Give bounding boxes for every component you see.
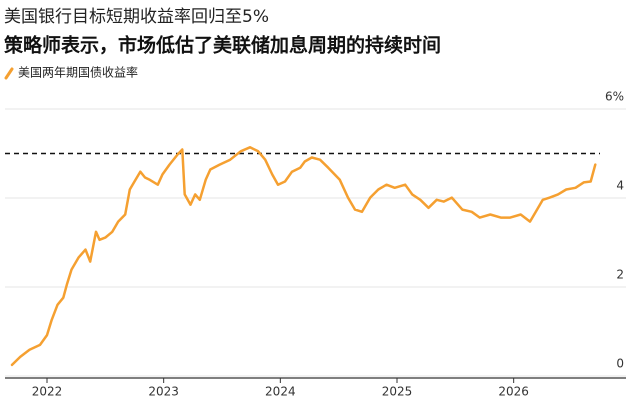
- x-tick-label: 2024: [265, 385, 296, 399]
- x-tick-label: 2026: [498, 385, 529, 399]
- chart-subtitle: 策略师表示，市场低估了美联储加息周期的持续时间: [4, 34, 441, 57]
- legend-label: 美国两年期国债收益率: [18, 65, 138, 80]
- y-tick-label: 2: [616, 268, 624, 282]
- x-tick-label: 2025: [382, 385, 413, 399]
- line-series: [10, 146, 597, 367]
- x-tick-label: 2022: [32, 385, 63, 399]
- x-tick-label: 2023: [148, 385, 179, 399]
- y-tick-label: 6%: [605, 90, 624, 104]
- chart-title: 美国银行目标短期收益率回归至5%: [4, 7, 269, 27]
- y-tick-label: 0: [616, 357, 624, 371]
- legend-swatch: [4, 67, 14, 80]
- y-tick-label: 4: [616, 179, 624, 193]
